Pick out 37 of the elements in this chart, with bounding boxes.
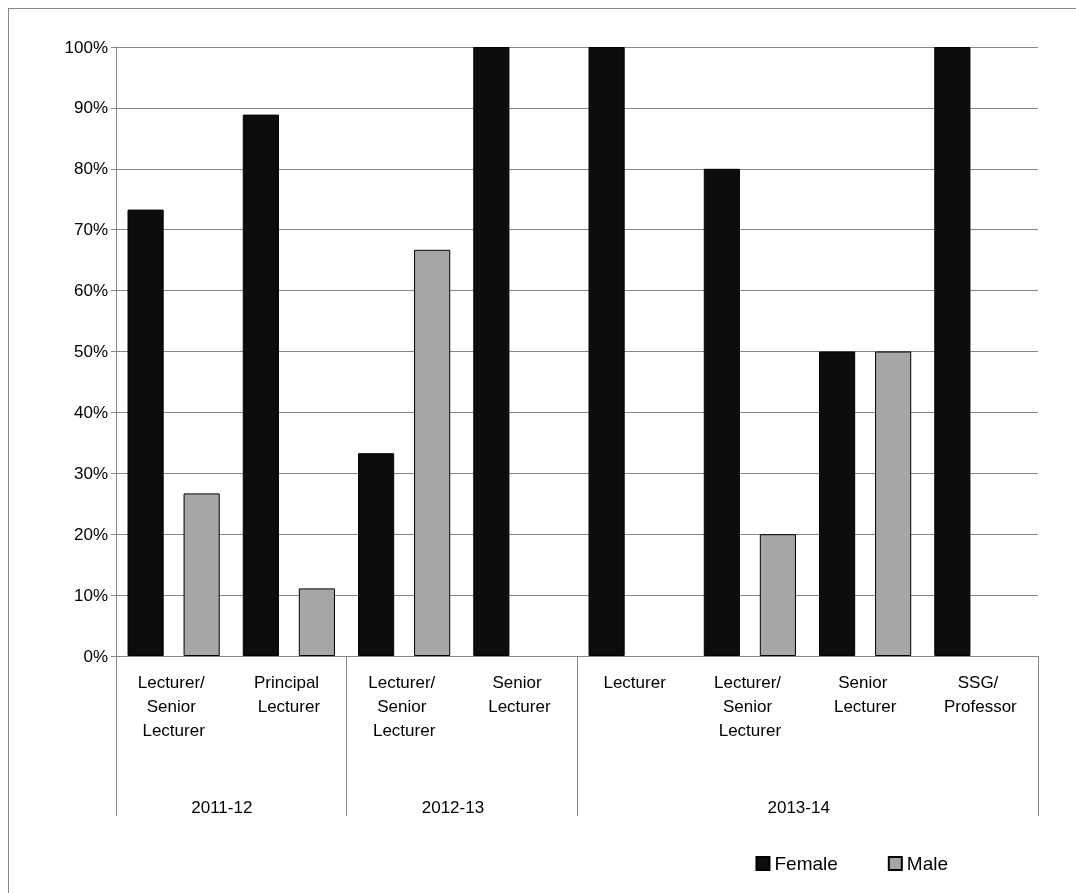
legend-label: Male [906,853,949,874]
bar [819,351,856,656]
bar [875,351,912,656]
legend-label: Female [774,853,838,874]
x-tick-label: Senior Lecturer [488,672,551,716]
x-tick-label: SSG/ Professor [944,672,1018,716]
bar [473,47,510,656]
y-tick-label: 60% [73,281,108,301]
bar [588,47,625,656]
y-tick-label: 40% [73,402,108,422]
x-tick-label: Lecturer [603,672,667,692]
bar [127,209,164,656]
y-tick-label: 100% [64,37,108,57]
bar [298,588,335,656]
y-tick-label: 0% [83,646,108,666]
x-tick-label: Senior Lecturer [833,672,897,716]
x-tick-label: Lecturer/ Senior Lecturer [137,672,210,740]
text: 2013-14 [767,798,830,817]
y-tick-label: 70% [73,220,108,240]
text: 2012-13 [421,798,485,817]
x-tick-label: Lecturer/ Senior Lecturer [368,672,441,740]
bar [358,453,395,656]
bar [183,493,220,656]
x-tick-label: Principal Lecturer [253,672,324,716]
y-tick-label: 80% [73,159,108,179]
bar [703,168,740,656]
y-tick-label: 30% [73,463,108,483]
y-tick-label: 50% [73,342,108,361]
y-tick-label: 10% [73,585,108,605]
bar [759,534,796,656]
text: 2011-12 [191,798,253,817]
x-tick-label: Lecturer/ Senior Lecturer [713,672,786,740]
y-tick-label: 20% [73,524,108,544]
bar [414,249,451,656]
y-tick-label: 90% [73,98,108,118]
bar [242,114,279,656]
bar [934,47,971,656]
